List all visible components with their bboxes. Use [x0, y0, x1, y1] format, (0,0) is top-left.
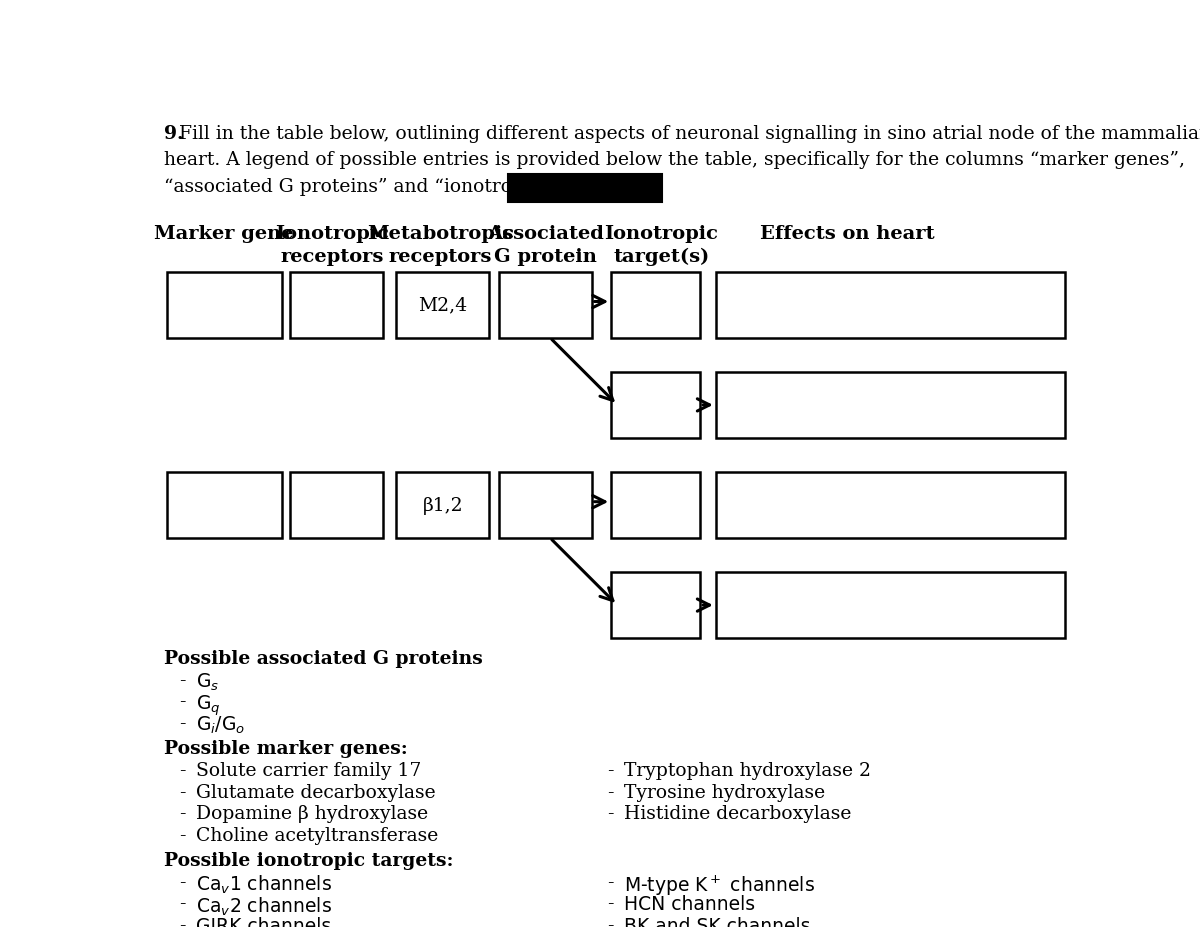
- Text: -: -: [607, 782, 613, 801]
- Text: Ionotropic
receptors: Ionotropic receptors: [275, 225, 389, 265]
- Text: Glutamate decarboxylase: Glutamate decarboxylase: [197, 782, 436, 801]
- Bar: [499, 473, 592, 539]
- Text: -: -: [180, 826, 186, 844]
- Text: G$_s$: G$_s$: [197, 671, 220, 692]
- Bar: [508, 175, 661, 203]
- Text: Tryptophan hydroxylase 2: Tryptophan hydroxylase 2: [624, 761, 871, 780]
- Bar: [289, 473, 383, 539]
- Text: -: -: [180, 872, 186, 891]
- Bar: [499, 273, 592, 338]
- Text: -: -: [180, 692, 186, 711]
- Text: Ca$_v$1 channels: Ca$_v$1 channels: [197, 872, 332, 895]
- Bar: [611, 573, 701, 638]
- Text: Histidine decarboxylase: Histidine decarboxylase: [624, 805, 852, 822]
- Text: G$_q$: G$_q$: [197, 692, 221, 717]
- Text: Dopamine β hydroxylase: Dopamine β hydroxylase: [197, 805, 428, 822]
- Text: Choline acetyltransferase: Choline acetyltransferase: [197, 826, 439, 844]
- Text: G$_i$/G$_o$: G$_i$/G$_o$: [197, 715, 246, 735]
- Text: Tyrosine hydroxylase: Tyrosine hydroxylase: [624, 782, 826, 801]
- Text: Marker gene: Marker gene: [154, 225, 293, 243]
- Text: -: -: [180, 715, 186, 732]
- Text: -: -: [180, 782, 186, 801]
- Text: -: -: [607, 805, 613, 822]
- Text: -: -: [607, 916, 613, 927]
- Text: -: -: [180, 916, 186, 927]
- Text: -: -: [180, 895, 186, 912]
- Text: Possible associated G proteins: Possible associated G proteins: [164, 650, 482, 667]
- Text: Ionotropic
target(s): Ionotropic target(s): [605, 225, 719, 265]
- Text: Fill in the table below, outlining different aspects of neuronal signalling in s: Fill in the table below, outlining diffe…: [180, 125, 1200, 143]
- Bar: [611, 373, 701, 438]
- Bar: [167, 273, 282, 338]
- Text: β1,2: β1,2: [422, 497, 463, 514]
- Text: BK and SK channels: BK and SK channels: [624, 916, 811, 927]
- Bar: [715, 473, 1064, 539]
- Text: M-type K$^+$ channels: M-type K$^+$ channels: [624, 872, 815, 896]
- Text: Possible marker genes:: Possible marker genes:: [164, 740, 408, 757]
- Bar: [396, 273, 490, 338]
- Text: M2,4: M2,4: [419, 297, 468, 314]
- Text: -: -: [607, 872, 613, 891]
- Text: Metabotropic
receptors: Metabotropic receptors: [367, 225, 514, 265]
- Text: Possible ionotropic targets:: Possible ionotropic targets:: [164, 851, 454, 870]
- Text: 9.: 9.: [164, 125, 184, 143]
- Text: “associated G proteins” and “ionotropic targets”: “associated G proteins” and “ionotropic …: [164, 177, 623, 196]
- Text: Associated
G protein: Associated G protein: [487, 225, 604, 265]
- Text: -: -: [180, 671, 186, 689]
- Bar: [611, 473, 701, 539]
- Text: -: -: [180, 761, 186, 780]
- Text: Ca$_v$2 channels: Ca$_v$2 channels: [197, 895, 332, 917]
- Text: Solute carrier family 17: Solute carrier family 17: [197, 761, 422, 780]
- Bar: [715, 573, 1064, 638]
- Bar: [167, 473, 282, 539]
- Text: Effects on heart: Effects on heart: [760, 225, 935, 243]
- Text: heart. A legend of possible entries is provided below the table, specifically fo: heart. A legend of possible entries is p…: [164, 151, 1184, 170]
- Bar: [715, 373, 1064, 438]
- Bar: [715, 273, 1064, 338]
- Bar: [611, 273, 701, 338]
- Text: HCN channels: HCN channels: [624, 895, 756, 913]
- Text: -: -: [607, 761, 613, 780]
- Text: -: -: [180, 805, 186, 822]
- Bar: [396, 473, 490, 539]
- Bar: [289, 273, 383, 338]
- Text: GIRK channels: GIRK channels: [197, 916, 331, 927]
- Text: -: -: [607, 895, 613, 912]
